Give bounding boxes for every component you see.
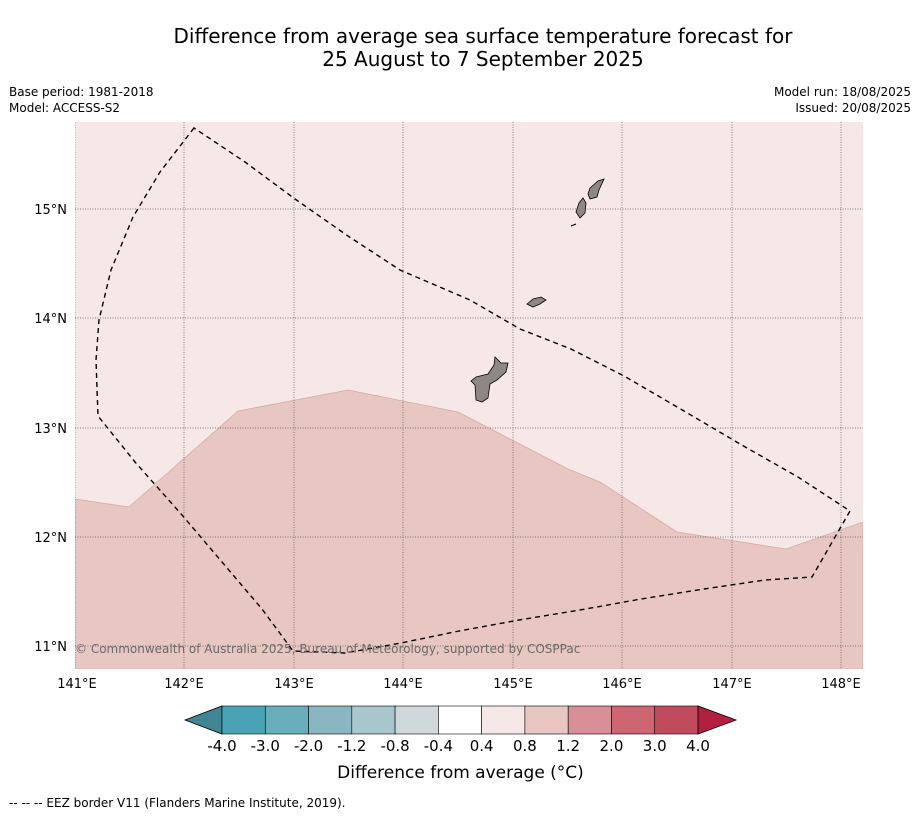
- graticule: [75, 122, 863, 669]
- map-title-line1: Difference from average sea surface temp…: [173, 24, 793, 48]
- colorbar-extend-low: [183, 705, 223, 735]
- lon-label-143e: 143°E: [274, 677, 314, 692]
- colorbar-tick-label: -4.0: [207, 737, 236, 755]
- colorbar-tick-label: 1.2: [556, 737, 580, 755]
- colorbar-tick-label: -1.2: [337, 737, 366, 755]
- copyright-text: © Commonwealth of Australia 2025, Bureau…: [75, 642, 580, 656]
- lon-label-147e: 147°E: [712, 677, 752, 692]
- colorbar-tick-label: -0.8: [380, 737, 409, 755]
- colorbar-segment: [611, 705, 656, 735]
- guam-island: [470, 356, 509, 403]
- colorbar-tick-label: -3.0: [251, 737, 280, 755]
- model-run: Model run: 18/08/2025: [773, 85, 911, 99]
- colorbar-tick-label: 4.0: [686, 737, 710, 755]
- colorbar-segment: [264, 705, 309, 735]
- colorbar-tick-label: -2.0: [294, 737, 323, 755]
- lon-label-144e: 144°E: [383, 677, 423, 692]
- lon-label-145e: 145°E: [493, 677, 533, 692]
- colorbar-segment: [524, 705, 569, 735]
- colorbar: [183, 705, 738, 735]
- colorbar-segment: [567, 705, 612, 735]
- lat-label-14n: 14°N: [34, 312, 67, 327]
- base-period: Base period: 1981-2018: [9, 85, 154, 99]
- lon-label-142e: 142°E: [164, 677, 204, 692]
- map-title-line2: 25 August to 7 September 2025: [322, 47, 644, 71]
- aguijan-island: [570, 223, 577, 227]
- lat-label-13n: 13°N: [34, 422, 67, 437]
- meta-right: Model run: 18/08/2025 Issued: 20/08/2025: [774, 84, 911, 116]
- colorbar-segment: [438, 705, 482, 735]
- lat-label-11n: 11°N: [34, 640, 67, 655]
- issued-date: Issued: 20/08/2025: [795, 101, 911, 115]
- rota-island: [526, 296, 547, 308]
- colorbar-tick-label: -0.4: [424, 737, 453, 755]
- colorbar-tick-label: 0.4: [470, 737, 494, 755]
- colorbar-tick-label: 2.0: [600, 737, 624, 755]
- colorbar-tick-label: 3.0: [643, 737, 667, 755]
- saipan-island: [587, 178, 605, 200]
- colorbar-segment: [481, 705, 526, 735]
- colorbar-segment: [394, 705, 439, 735]
- colorbar-segment: [221, 705, 266, 735]
- anomaly-region-high: [75, 389, 863, 669]
- colorbar-segment: [308, 705, 353, 735]
- colorbar-tick-label: 0.8: [513, 737, 537, 755]
- eez-footnote: -- -- -- EEZ border V11 (Flanders Marine…: [9, 796, 346, 810]
- lat-label-15n: 15°N: [34, 203, 67, 218]
- lon-label-146e: 146°E: [602, 677, 642, 692]
- model-name: Model: ACCESS-S2: [9, 101, 121, 115]
- meta-left: Base period: 1981-2018 Model: ACCESS-S2: [9, 84, 154, 116]
- colorbar-extend-high: [697, 705, 738, 735]
- eez-border: [95, 127, 851, 654]
- colorbar-segment: [654, 705, 699, 735]
- colorbar-title: Difference from average (°C): [337, 763, 584, 783]
- colorbar-segment: [351, 705, 396, 735]
- lon-label-148e: 148°E: [821, 677, 861, 692]
- tinian-island: [575, 197, 587, 219]
- lon-label-141e: 141°E: [57, 677, 97, 692]
- lat-label-12n: 12°N: [34, 531, 67, 546]
